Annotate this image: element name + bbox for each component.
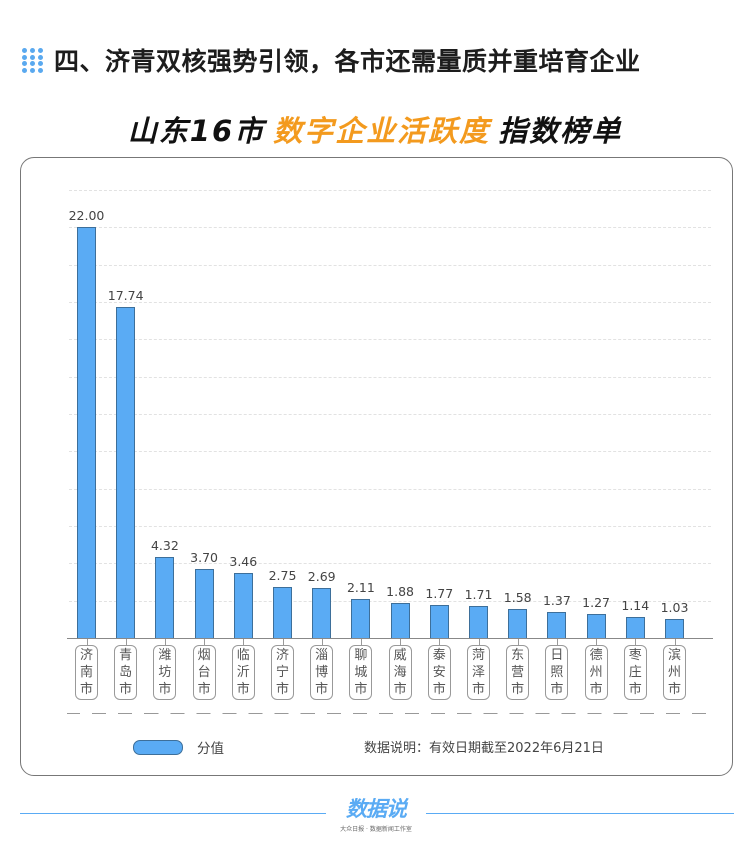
x-axis	[67, 638, 713, 639]
bar-value-label: 3.46	[229, 554, 258, 570]
bar-value-label: 2.75	[268, 567, 297, 583]
category-label: 青岛市	[114, 645, 138, 700]
section-title: 四、济青双核强势引领，各市还需量质并重培育企业	[54, 47, 641, 76]
bar	[194, 568, 214, 638]
category-label: 临沂市	[231, 645, 255, 700]
grid-line	[69, 526, 711, 527]
category-label: 淄博市	[310, 645, 334, 700]
bar-value-label: 1.58	[503, 589, 532, 605]
grid-line	[69, 227, 711, 229]
legend-swatch	[133, 739, 183, 755]
grid-line	[69, 600, 711, 602]
x-tick	[282, 639, 284, 645]
category-label: 聊城市	[349, 645, 373, 700]
x-tick	[517, 639, 519, 645]
bar	[155, 557, 175, 638]
category-label: 日照市	[545, 645, 569, 700]
x-tick	[125, 639, 127, 645]
category-label: 济南市	[75, 645, 98, 700]
bar-value-label: 1.77	[425, 585, 454, 601]
category-label: 烟台市	[192, 645, 216, 700]
category-label: 东营市	[506, 645, 530, 700]
footer-logo: 数据说 大众日报 · 数据新闻工作室	[326, 793, 426, 833]
dot-grid-icon	[22, 48, 44, 73]
bar-value-label: 2.11	[346, 579, 375, 595]
grid-line	[69, 414, 711, 415]
grid-line	[69, 563, 711, 565]
grid-line	[69, 488, 711, 490]
bar-value-label: 1.71	[464, 587, 493, 603]
bar-value-label: 22.00	[68, 208, 105, 224]
footer-divider-left	[20, 813, 326, 814]
x-tick	[204, 639, 206, 645]
category-label: 滨州市	[663, 645, 686, 700]
grid-line	[69, 190, 711, 191]
bar-value-label: 4.32	[150, 538, 179, 554]
x-tick	[635, 639, 637, 645]
category-label: 济宁市	[271, 645, 294, 700]
bar-value-label: 1.14	[621, 597, 650, 613]
bar	[625, 616, 645, 638]
bar	[233, 573, 253, 638]
chart-title-highlight: 数字企业活跃度	[273, 114, 491, 148]
bar	[469, 606, 488, 638]
x-tick	[86, 639, 88, 645]
legend: 分值	[133, 737, 224, 757]
bar-value-label: 1.88	[386, 583, 415, 599]
bar-value-label: 2.69	[307, 568, 336, 584]
logo-tagline: 大众日报 · 数据新闻工作室	[340, 826, 412, 833]
x-tick	[478, 639, 480, 645]
grid-line	[69, 264, 711, 266]
bar-value-label: 17.74	[107, 287, 144, 303]
data-note: 数据说明：有效日期截至2022年6月21日	[364, 741, 604, 756]
bar	[508, 608, 528, 638]
category-label: 潍坊市	[153, 645, 177, 700]
bar	[351, 598, 371, 638]
chart-title-prefix: 山东16市	[127, 114, 266, 148]
footer-divider-right	[426, 813, 734, 814]
chart-title-suffix: 指数榜单	[498, 114, 623, 148]
bar-value-label: 1.03	[660, 599, 689, 615]
grid-line	[69, 451, 711, 453]
bar-value-label: 1.37	[542, 593, 571, 609]
category-label: 枣庄市	[623, 645, 647, 700]
section-header: 四、济青双核强势引领，各市还需量质并重培育企业	[22, 40, 641, 80]
x-tick	[400, 639, 402, 645]
x-tick	[674, 639, 676, 645]
bar	[429, 604, 449, 638]
x-tick	[243, 639, 245, 645]
x-tick	[439, 639, 441, 645]
bar	[665, 618, 684, 638]
grid-line	[69, 302, 711, 303]
legend-label: 分值	[197, 741, 224, 757]
bar-value-label: 1.27	[582, 595, 611, 611]
grid-line	[69, 339, 711, 341]
x-tick	[556, 639, 558, 645]
bar	[586, 614, 606, 638]
x-tick	[321, 639, 323, 645]
x-tick	[360, 639, 362, 645]
chart-title: 山东16市 数字企业活跃度 指数榜单	[0, 108, 750, 150]
bar-value-label: 3.70	[190, 549, 219, 565]
bottom-divider	[67, 713, 713, 714]
bar	[116, 306, 136, 638]
bar	[547, 612, 567, 638]
bar	[273, 586, 292, 638]
x-tick	[596, 639, 598, 645]
logo-text: 数据说	[346, 797, 407, 821]
grid-line	[69, 376, 711, 378]
x-tick	[164, 639, 166, 645]
bar	[77, 227, 96, 638]
category-label: 德州市	[584, 645, 608, 700]
category-label: 菏泽市	[467, 645, 490, 700]
category-label: 威海市	[388, 645, 412, 700]
chart-card: 分值 数据说明：有效日期截至2022年6月21日 22.00 济南市 17.74 青岛…	[20, 157, 733, 776]
bar	[312, 587, 332, 638]
bar	[390, 602, 410, 638]
category-label: 泰安市	[427, 645, 451, 700]
